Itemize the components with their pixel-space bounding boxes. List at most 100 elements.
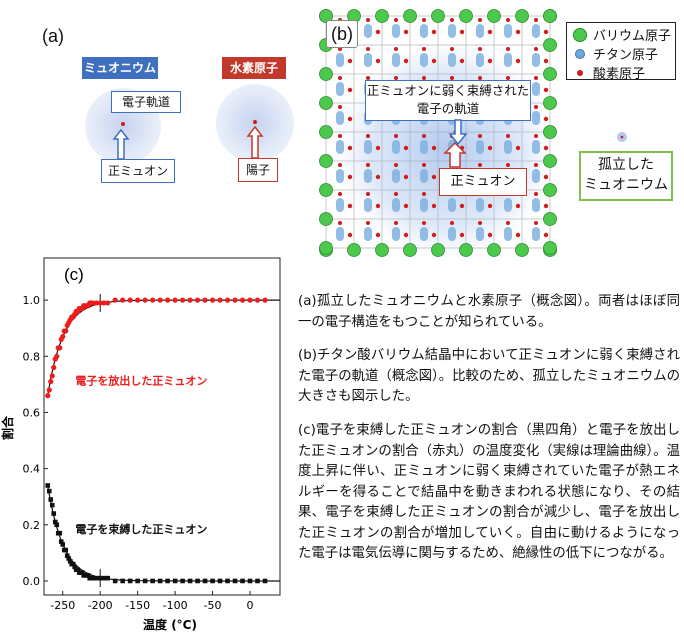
titanium-atom — [476, 24, 484, 38]
oxygen-atom — [338, 134, 342, 138]
oxygen-atom — [375, 58, 381, 64]
x-tick-label: 0 — [247, 599, 254, 612]
oxygen-atom — [422, 18, 426, 22]
oxygen-atom — [478, 47, 482, 51]
released-muon-point — [105, 300, 111, 306]
oxygen-atom — [543, 174, 549, 180]
oxygen-atom — [394, 18, 398, 22]
titanium-atom — [392, 140, 400, 154]
oxygen-atom — [506, 76, 510, 80]
bound-muon-point — [79, 570, 85, 575]
barium-atom — [459, 243, 473, 257]
barium-atom — [431, 9, 445, 23]
titanium-atom — [364, 169, 372, 183]
barium-atom — [319, 125, 333, 139]
y-tick-label: 0.6 — [23, 406, 41, 419]
bound-muon-point — [45, 483, 51, 488]
released-muon-point — [90, 300, 96, 306]
released-muon-point — [239, 297, 246, 303]
hydrogen-title-tag: 水素原子 — [222, 57, 286, 79]
barium-atom — [459, 9, 473, 23]
y-tick-label: 1.0 — [23, 294, 41, 307]
released-muon-point — [97, 300, 103, 306]
oxygen-atom — [506, 221, 510, 225]
titanium-atom — [364, 227, 372, 241]
description-c: (c)電子を束縛した正ミュオンの割合（黒四角）と電子を放出した正ミュオンの割合（… — [298, 423, 680, 561]
theory-curves — [47, 293, 280, 588]
bound-muon-point — [217, 578, 223, 584]
bound-muon-point — [52, 519, 58, 525]
titanium-atom — [532, 198, 540, 212]
legend-row-titanium: チタン原子 — [571, 44, 671, 63]
barium-atom — [403, 9, 417, 23]
barium-atom — [375, 9, 389, 23]
oxygen-atom — [543, 145, 549, 151]
titanium-atom — [420, 227, 428, 241]
barium-atom — [319, 154, 333, 168]
oxygen-atom — [366, 221, 370, 225]
titanium-atom — [392, 53, 400, 67]
barium-atom — [543, 212, 557, 226]
bound-muon-point — [97, 575, 103, 581]
oxygen-atom — [534, 192, 538, 196]
oxygen-atom — [431, 58, 437, 64]
muonium-title-tag: ミュオニウム — [82, 57, 158, 79]
oxygen-atom — [347, 174, 353, 180]
barium-atom — [543, 67, 557, 81]
orbit-down-arrow-icon — [448, 119, 468, 146]
barium-atom — [515, 243, 529, 257]
x-tick-label: -100 — [163, 599, 188, 612]
oxygen-atom — [515, 58, 521, 64]
released-muon-point — [187, 297, 193, 303]
oxygen-atom — [338, 221, 342, 225]
oxygen-atom — [347, 203, 353, 209]
titanium-atom — [532, 82, 540, 96]
oxygen-atom — [459, 232, 465, 238]
oxygen-atom — [431, 232, 437, 238]
released-muon-point — [101, 300, 107, 306]
released-muon-point — [60, 334, 66, 340]
isolated-muonium-label: 孤立した ミュオニウム — [579, 151, 673, 201]
titanium-atom — [392, 227, 400, 241]
oxygen-atom — [375, 29, 381, 35]
titanium-atom — [420, 24, 428, 38]
weakly-bound-orbit-label: 正ミュオンに弱く束縛された 電子の軌道 — [365, 80, 531, 121]
oxygen-atom — [431, 203, 437, 209]
barium-atom — [515, 9, 529, 23]
titanium-atom — [336, 53, 344, 67]
released-muon-point — [217, 297, 223, 303]
description-a: (a)孤立したミュオニウムと水素原子（概念図）。両者はほぼ同一の電子構造をもつこ… — [298, 294, 680, 330]
bound-muon-point — [58, 539, 64, 544]
oxygen-atom — [375, 174, 381, 180]
weakly-bound-orbit-line2: 電子の軌道 — [416, 101, 480, 116]
oxygen-atom — [478, 76, 482, 80]
bound-muon-point — [135, 578, 140, 584]
oxygen-atom — [422, 76, 426, 80]
barium-atom — [543, 38, 557, 52]
bound-muon-point — [120, 578, 125, 584]
oxygen-atom — [543, 232, 549, 238]
oxygen-atom — [338, 76, 342, 80]
bound-muon-point — [202, 578, 208, 584]
oxygen-atom — [478, 18, 482, 22]
released-muon-point — [51, 364, 57, 371]
released-muon-point — [209, 297, 216, 303]
oxygen-atom — [534, 47, 538, 51]
released-muon-annotation: 電子を放出した正ミュオン — [75, 373, 207, 387]
oxygen-atom — [338, 192, 342, 196]
titanium-atom — [504, 53, 512, 67]
titanium-atom — [420, 140, 428, 154]
oxygen-atom — [515, 29, 521, 35]
released-muon-point — [247, 297, 253, 303]
released-muon-point — [120, 297, 126, 303]
oxygen-atom — [534, 76, 538, 80]
bound-muon-point — [150, 578, 155, 584]
released-muon-point — [135, 297, 141, 303]
bound-muon-point — [70, 561, 76, 567]
oxygen-atom — [422, 134, 426, 138]
positive-muon-b-label: 正ミュオン — [439, 168, 527, 196]
legend-row-oxygen: 酸素原子 — [571, 63, 671, 82]
oxygen-atom — [366, 76, 370, 80]
barium-atom — [403, 243, 417, 257]
